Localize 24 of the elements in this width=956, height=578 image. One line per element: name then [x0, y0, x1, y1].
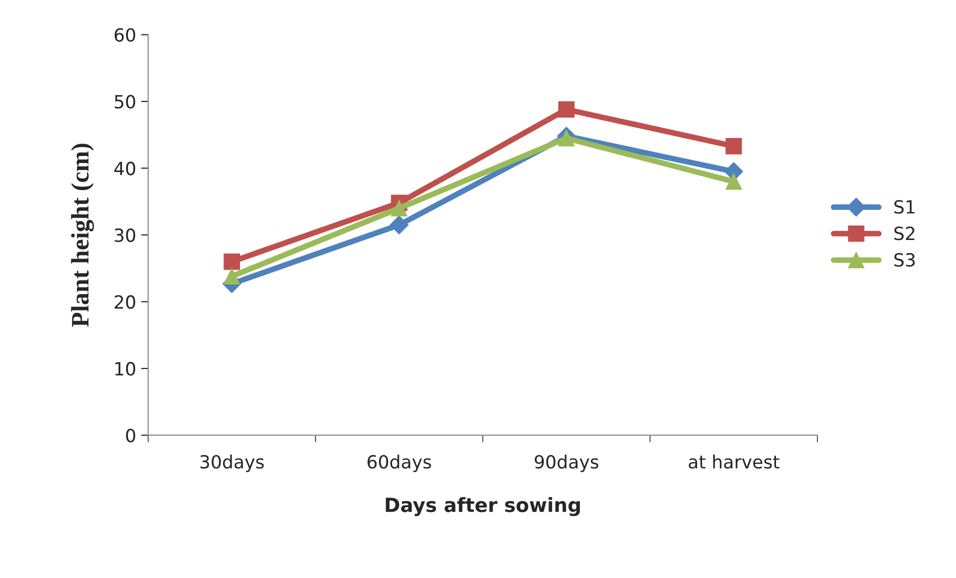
y-tick-label: 50 — [114, 94, 136, 109]
x-axis-title: Days after sowing — [386, 497, 580, 516]
point — [558, 101, 575, 118]
point — [224, 254, 240, 270]
x-tick-label: at harvest — [688, 454, 780, 469]
y-axis-title: Plant height (cm) — [71, 144, 94, 327]
y-tick-label: 20 — [114, 295, 136, 309]
legend-label: S3 — [894, 253, 915, 267]
x-tick-label: 90days — [534, 454, 598, 472]
point — [224, 268, 240, 285]
y-tick-label: 40 — [114, 162, 136, 176]
x-tick-label: 30days — [200, 454, 264, 472]
legend-label: S2 — [894, 226, 914, 240]
x-tick-label: 60days — [368, 454, 432, 472]
y-tick-label: 10 — [115, 362, 136, 376]
legend-label: S1 — [894, 200, 914, 214]
point — [726, 173, 742, 190]
point — [390, 200, 408, 216]
point — [726, 138, 742, 154]
y-tick-label: 30 — [114, 228, 136, 242]
point — [390, 216, 408, 234]
point — [558, 130, 575, 146]
y-tick-label: 0 — [126, 428, 136, 442]
y-tick-label: 60 — [114, 28, 136, 42]
